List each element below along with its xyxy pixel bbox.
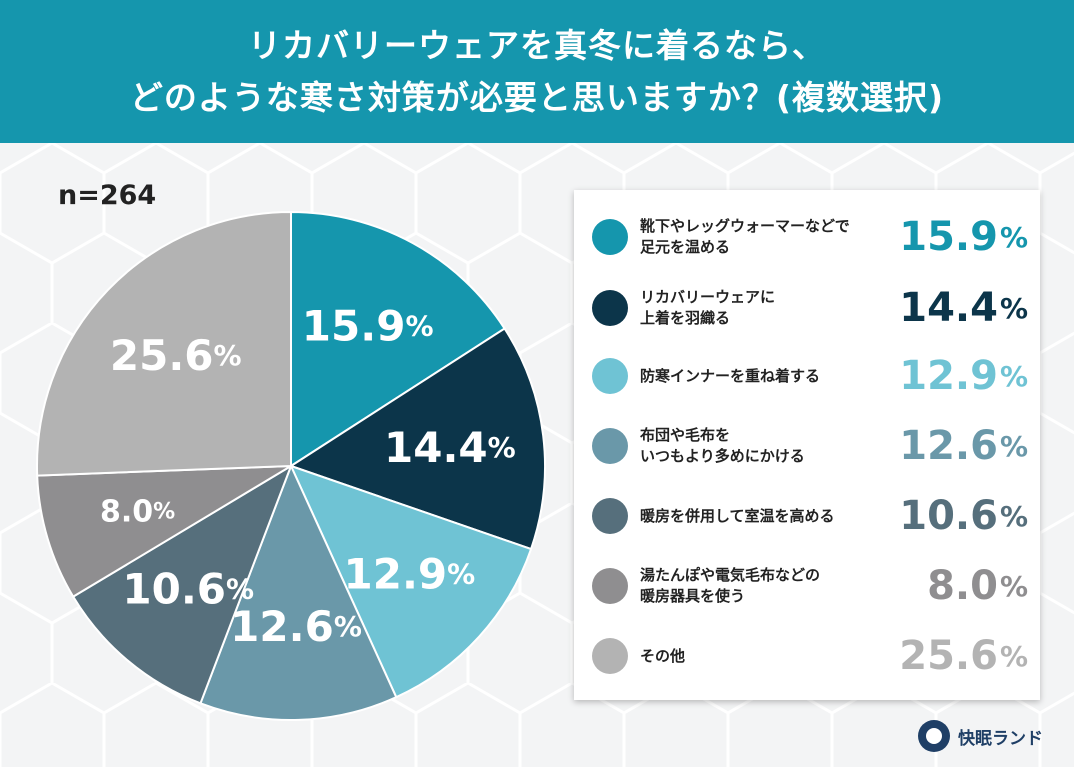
- legend-label: 暖房を併用して室温を高める: [640, 506, 835, 525]
- legend-value: 15.9%: [899, 214, 1028, 260]
- legend-label: 防寒インナーを重ね着する: [640, 366, 821, 385]
- pie-slice-4: [199, 463, 398, 721]
- legend-value: 10.6%: [899, 493, 1028, 539]
- legend-item-7: その他 25.6%: [574, 620, 1040, 692]
- legend-item-1: 靴下やレッグウォーマーなどで 足元を温める 15.9%: [574, 201, 1040, 273]
- legend-value: 8.0%: [927, 563, 1028, 609]
- legend-value: 14.4%: [899, 285, 1028, 331]
- legend-swatch: [592, 358, 628, 394]
- pie-data-label-7: 25.6%: [110, 331, 242, 380]
- pie-data-label-4: 12.6%: [230, 601, 362, 650]
- pie-data-label-1: 15.9%: [302, 301, 434, 350]
- pie-slice-1: [290, 210, 506, 468]
- pie-slice-6: [36, 465, 292, 599]
- moon-logo-icon: [918, 720, 950, 752]
- pie-slice-7: [36, 210, 292, 477]
- legend-item-5: 暖房を併用して室温を高める 10.6%: [574, 480, 1040, 552]
- legend-item-6: 湯たんぽや電気毛布などの 暖房器具を使う 8.0%: [574, 550, 1040, 622]
- legend-label: 靴下やレッグウォーマーなどで 足元を温める: [640, 217, 850, 256]
- title-line-1: リカバリーウェアを真冬に着るなら、: [248, 25, 826, 65]
- legend-value: 25.6%: [899, 633, 1028, 679]
- legend-swatch: [592, 290, 628, 326]
- legend-swatch: [592, 498, 628, 534]
- legend-swatch: [592, 568, 628, 604]
- pie-slice-2: [288, 327, 546, 551]
- legend-label: 布団や毛布を いつもより多めにかける: [640, 426, 805, 465]
- legend-label: 湯たんぽや電気毛布などの 暖房器具を使う: [640, 566, 821, 605]
- legend-label: リカバリーウェアに 上着を羽織る: [640, 288, 776, 327]
- pie-slice-3: [289, 464, 533, 699]
- title-line-2: どのような寒さ対策が必要と思いますか？(複数選択): [129, 77, 945, 117]
- chart-title: リカバリーウェアを真冬に着るなら、 どのような寒さ対策が必要と思いますか？(複数…: [0, 0, 1074, 143]
- legend-swatch: [592, 428, 628, 464]
- legend-value: 12.6%: [899, 423, 1028, 469]
- legend-panel: 靴下やレッグウォーマーなどで 足元を温める 15.9% リカバリーウェアに 上着を羽…: [574, 190, 1040, 700]
- pie-chart: 15.9% 14.4% 12.9%12.6%10.6% 8.0% 25.6%: [36, 210, 546, 721]
- brand-logo: 快眠ランド: [918, 718, 1043, 754]
- legend-label: その他: [640, 646, 686, 665]
- pie-data-label-6: 8.0%: [100, 494, 175, 529]
- legend-item-3: 防寒インナーを重ね着する 12.9%: [574, 340, 1040, 412]
- pie-data-label-2: 14.4%: [384, 422, 516, 471]
- brand-name: 快眠ランド: [958, 728, 1043, 749]
- pie-data-label-3: 12.9%: [344, 549, 476, 598]
- legend-value: 12.9%: [899, 353, 1028, 399]
- legend-swatch: [592, 638, 628, 674]
- legend-item-4: 布団や毛布を いつもより多めにかける 12.6%: [574, 410, 1040, 482]
- pie-slice-5: [71, 463, 293, 705]
- legend-swatch: [592, 219, 628, 255]
- sample-size-label: n=264: [58, 180, 157, 211]
- legend-item-2: リカバリーウェアに 上着を羽織る 14.4%: [574, 272, 1040, 344]
- pie-data-label-5: 10.6%: [122, 564, 254, 613]
